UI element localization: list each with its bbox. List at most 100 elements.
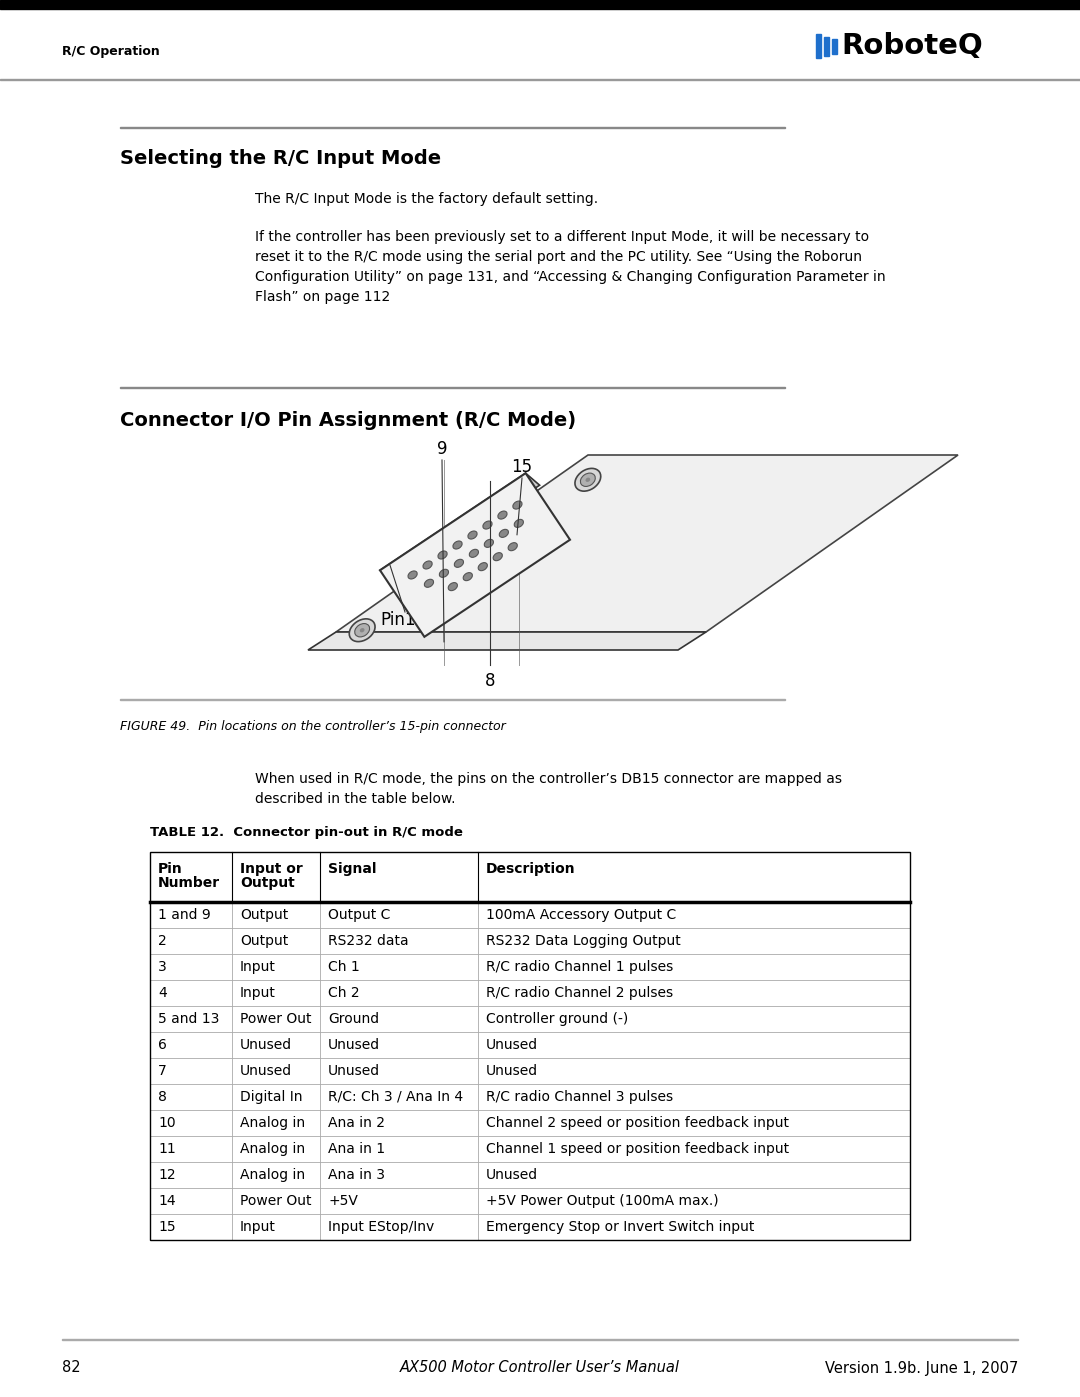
Text: Output: Output [240, 908, 288, 922]
Text: Channel 2 speed or position feedback input: Channel 2 speed or position feedback inp… [486, 1116, 789, 1130]
Text: Input: Input [240, 986, 275, 1000]
Ellipse shape [448, 583, 458, 591]
Text: Analog in: Analog in [240, 1168, 306, 1182]
Text: 11: 11 [158, 1141, 176, 1155]
Ellipse shape [438, 550, 447, 559]
Text: Ana in 3: Ana in 3 [328, 1168, 384, 1182]
Text: Unused: Unused [328, 1065, 380, 1078]
Text: FIGURE 49.  Pin locations on the controller’s 15-pin connector: FIGURE 49. Pin locations on the controll… [120, 719, 505, 733]
Text: AX500 Motor Controller User’s Manual: AX500 Motor Controller User’s Manual [400, 1361, 680, 1376]
Text: 2: 2 [158, 935, 166, 949]
Text: RS232 data: RS232 data [328, 935, 408, 949]
Ellipse shape [349, 619, 375, 641]
Text: 8: 8 [485, 672, 496, 690]
Text: TABLE 12.  Connector pin-out in R/C mode: TABLE 12. Connector pin-out in R/C mode [150, 826, 463, 840]
Bar [150, 852, 910, 902]
Text: Unused: Unused [240, 1065, 292, 1078]
Text: Connector I/O Pin Assignment (R/C Mode): Connector I/O Pin Assignment (R/C Mode) [120, 411, 576, 429]
Ellipse shape [580, 474, 595, 486]
Text: Output C: Output C [328, 908, 390, 922]
Ellipse shape [478, 563, 487, 570]
Text: Unused: Unused [240, 1038, 292, 1052]
Ellipse shape [508, 542, 517, 550]
Ellipse shape [440, 570, 448, 577]
Polygon shape [308, 631, 706, 650]
Text: Input or: Input or [240, 862, 302, 876]
Text: Unused: Unused [486, 1038, 538, 1052]
Text: R/C radio Channel 3 pulses: R/C radio Channel 3 pulses [486, 1090, 673, 1104]
Text: Analog in: Analog in [240, 1116, 306, 1130]
Bar [0, 0, 1080, 8]
Text: Description: Description [486, 862, 576, 876]
Bar [832, 39, 837, 53]
Ellipse shape [424, 580, 433, 587]
Text: 82: 82 [62, 1361, 81, 1376]
Text: 15: 15 [512, 458, 532, 476]
Text: Input: Input [240, 1220, 275, 1234]
Text: RS232 Data Logging Output: RS232 Data Logging Output [486, 935, 680, 949]
Ellipse shape [498, 511, 507, 520]
Bar [824, 36, 829, 56]
Text: Power Out: Power Out [240, 1011, 311, 1025]
Text: Power Out: Power Out [240, 1194, 311, 1208]
Text: If the controller has been previously set to a different Input Mode, it will be : If the controller has been previously se… [255, 231, 886, 305]
Text: Unused: Unused [328, 1038, 380, 1052]
Ellipse shape [453, 541, 462, 549]
Text: Ana in 1: Ana in 1 [328, 1141, 386, 1155]
Text: 100mA Accessory Output C: 100mA Accessory Output C [486, 908, 676, 922]
Ellipse shape [463, 573, 472, 581]
Text: Ch 2: Ch 2 [328, 986, 360, 1000]
Text: Emergency Stop or Invert Switch input: Emergency Stop or Invert Switch input [486, 1220, 754, 1234]
Text: 15: 15 [158, 1220, 176, 1234]
Bar [816, 34, 821, 59]
Text: 5 and 13: 5 and 13 [158, 1011, 219, 1025]
Text: Pin1: Pin1 [380, 610, 416, 629]
Text: Pin: Pin [158, 862, 183, 876]
Text: Signal: Signal [328, 862, 377, 876]
Text: 8: 8 [158, 1090, 167, 1104]
Text: R/C: Ch 3 / Ana In 4: R/C: Ch 3 / Ana In 4 [328, 1090, 463, 1104]
Text: The R/C Input Mode is the factory default setting.: The R/C Input Mode is the factory defaul… [255, 191, 598, 205]
Ellipse shape [483, 521, 492, 529]
Text: Digital In: Digital In [240, 1090, 302, 1104]
Ellipse shape [455, 559, 463, 567]
Polygon shape [380, 474, 570, 637]
Text: +5V Power Output (100mA max.): +5V Power Output (100mA max.) [486, 1194, 718, 1208]
Text: Ch 1: Ch 1 [328, 960, 360, 974]
Text: When used in R/C mode, the pins on the controller’s DB15 connector are mapped as: When used in R/C mode, the pins on the c… [255, 773, 842, 806]
Ellipse shape [408, 571, 417, 578]
Text: Unused: Unused [486, 1065, 538, 1078]
Ellipse shape [513, 502, 522, 509]
Text: 3: 3 [158, 960, 166, 974]
Ellipse shape [494, 553, 502, 560]
Text: Selecting the R/C Input Mode: Selecting the R/C Input Mode [120, 148, 441, 168]
Ellipse shape [575, 468, 600, 492]
Text: 14: 14 [158, 1194, 176, 1208]
Ellipse shape [354, 623, 369, 637]
Bar [150, 852, 910, 1241]
Polygon shape [336, 455, 958, 631]
Text: R/C radio Channel 1 pulses: R/C radio Channel 1 pulses [486, 960, 673, 974]
Text: Analog in: Analog in [240, 1141, 306, 1155]
Text: 9: 9 [436, 440, 447, 458]
Text: 7: 7 [158, 1065, 166, 1078]
Text: Input: Input [240, 960, 275, 974]
Text: 6: 6 [158, 1038, 167, 1052]
Text: Controller ground (-): Controller ground (-) [486, 1011, 629, 1025]
Text: Unused: Unused [486, 1168, 538, 1182]
Text: 10: 10 [158, 1116, 176, 1130]
Text: R/C Operation: R/C Operation [62, 46, 160, 59]
Ellipse shape [514, 520, 524, 528]
Text: Ana in 2: Ana in 2 [328, 1116, 384, 1130]
Text: Version 1.9b. June 1, 2007: Version 1.9b. June 1, 2007 [825, 1361, 1018, 1376]
Text: Ground: Ground [328, 1011, 379, 1025]
Text: 12: 12 [158, 1168, 176, 1182]
Text: 4: 4 [158, 986, 166, 1000]
Text: +5V: +5V [328, 1194, 357, 1208]
Text: Output: Output [240, 935, 288, 949]
Polygon shape [380, 474, 540, 583]
Text: Output: Output [240, 876, 295, 890]
Text: Channel 1 speed or position feedback input: Channel 1 speed or position feedback inp… [486, 1141, 789, 1155]
Ellipse shape [468, 531, 477, 539]
Ellipse shape [470, 549, 478, 557]
